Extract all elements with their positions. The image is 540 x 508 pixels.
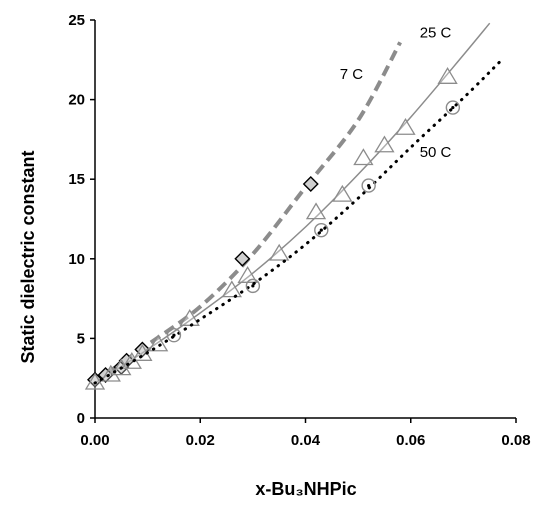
data-point-triangle <box>305 202 327 220</box>
data-point-diamond <box>87 371 103 388</box>
y-tick-label: 5 <box>77 330 85 347</box>
series-line <box>93 59 502 385</box>
y-axis-title: Static dielectric constant <box>18 150 38 363</box>
series-circle-dot <box>93 59 502 385</box>
data-point-center <box>451 105 455 110</box>
data-point-center <box>319 228 323 232</box>
x-tick-label: 0.00 <box>80 432 109 449</box>
data-point-triangle <box>437 67 458 84</box>
series-line <box>93 41 402 384</box>
x-tick-label: 0.06 <box>396 432 425 449</box>
data-point-center <box>172 333 176 337</box>
series-name-label: 25 C <box>420 25 452 42</box>
series-line <box>94 22 491 384</box>
series-diamond <box>87 41 402 388</box>
data-point-circle <box>314 222 329 238</box>
data-point-triangle <box>148 334 169 352</box>
y-tick-label: 20 <box>68 92 85 109</box>
data-point-circle <box>245 278 261 294</box>
y-tick-label: 15 <box>68 171 85 188</box>
data-point-diamond <box>302 175 319 192</box>
series-triangle <box>84 22 491 390</box>
series-labels: 7 C 25 C 50 C <box>340 25 452 161</box>
x-tick-label: 0.08 <box>501 432 530 449</box>
data-point-circle <box>166 328 182 343</box>
plot-area: 0 5 10 15 20 25 0.00 0.02 0.04 0.06 0.08 7 C 25 C 5… <box>68 12 530 449</box>
data-point-diamond <box>234 250 251 267</box>
y-ticks: 0 5 10 15 20 25 <box>68 12 95 427</box>
data-point-triangle <box>395 117 416 135</box>
series-name-label: 7 C <box>340 66 364 83</box>
data-point-triangle <box>353 148 374 166</box>
x-ticks: 0.00 0.02 0.04 0.06 0.08 <box>80 418 531 449</box>
data-point-triangle <box>269 243 290 261</box>
data-point-center <box>251 284 255 288</box>
data-point-triangle <box>374 135 395 153</box>
y-tick-label: 10 <box>68 251 85 268</box>
y-tick-label: 25 <box>68 12 85 29</box>
x-tick-label: 0.04 <box>291 432 321 449</box>
data-point-triangle <box>221 280 242 298</box>
x-axis-title: x-Bu₃NHPic <box>255 479 356 499</box>
data-point-circle <box>445 100 461 115</box>
data-point-triangle <box>179 309 200 326</box>
data-point-triangle <box>100 364 121 382</box>
x-tick-label: 0.02 <box>186 432 215 449</box>
data-point-circle <box>361 178 376 193</box>
data-point-triangle <box>332 184 353 202</box>
data-point-center <box>367 183 371 188</box>
series-name-label: 50 C <box>420 144 452 161</box>
series-group <box>84 22 502 390</box>
y-tick-label: 0 <box>77 410 85 427</box>
